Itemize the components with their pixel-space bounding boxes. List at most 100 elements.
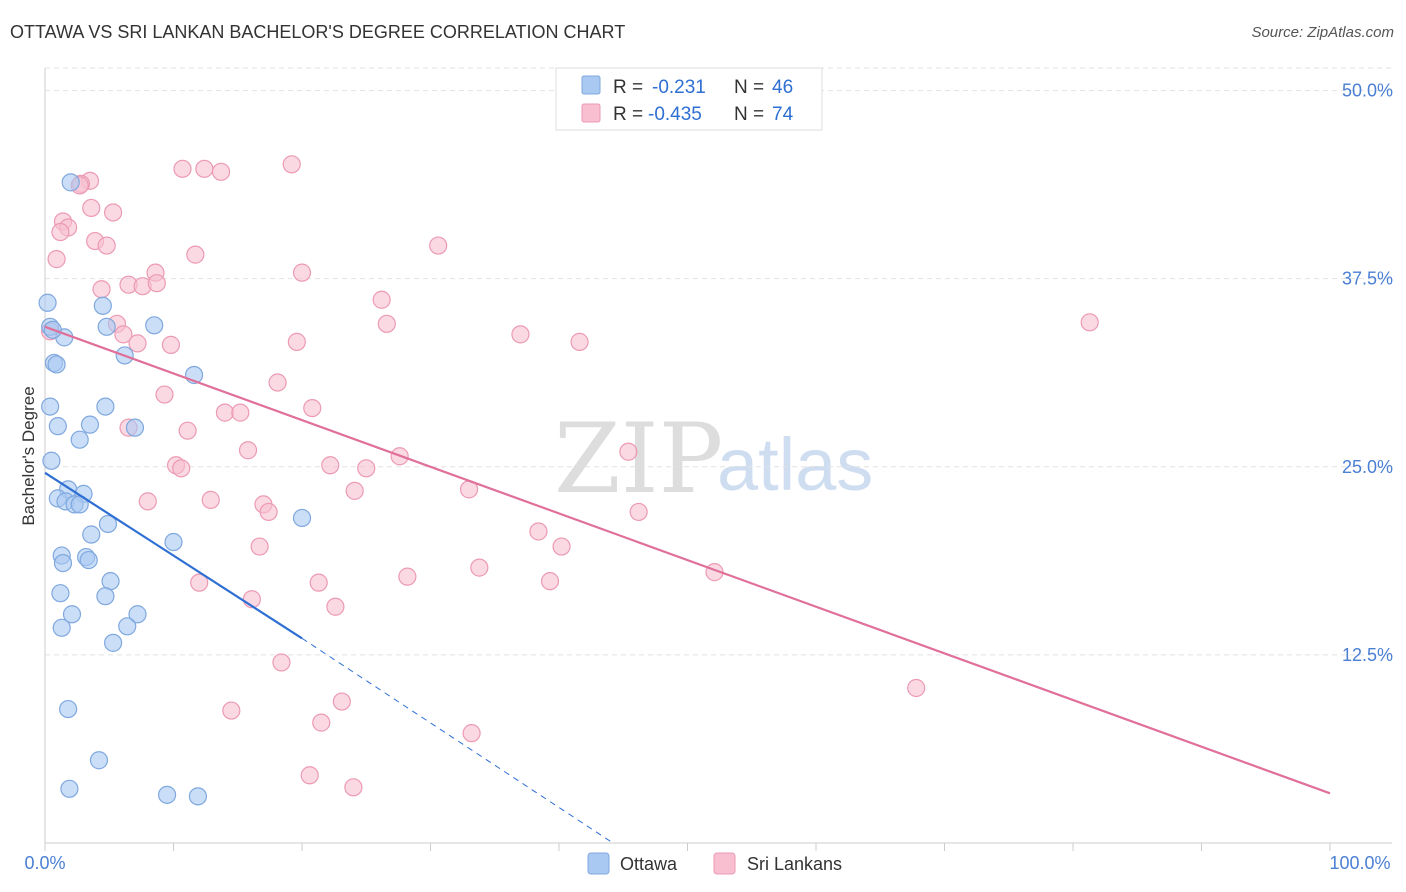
x-tick-label-1: 100.0% bbox=[1329, 853, 1390, 873]
srilankan-point-66 bbox=[907, 678, 926, 698]
srilankan-point-40 bbox=[238, 441, 258, 460]
srilankan-point-53 bbox=[629, 502, 648, 522]
ottawa-point-13 bbox=[80, 415, 100, 434]
srilankan-point-68 bbox=[222, 701, 241, 720]
srilankan-point-42 bbox=[619, 442, 638, 461]
srilankan-trend-line bbox=[44, 325, 1331, 795]
srilankan-point-15 bbox=[47, 250, 66, 269]
ottawa-point-42 bbox=[157, 785, 177, 804]
ottawa-trend-extension bbox=[301, 637, 614, 844]
srilankan-point-10 bbox=[51, 222, 70, 242]
ottawa-point-36 bbox=[118, 617, 137, 636]
y-tick-label-0: 12.5% bbox=[1342, 645, 1393, 665]
watermark: ZIP atlas bbox=[554, 403, 873, 515]
srilankan-point-24 bbox=[377, 314, 396, 333]
ottawa-point-15 bbox=[70, 430, 89, 449]
series-legend: Ottawa Sri Lankans bbox=[587, 852, 842, 875]
srilankan-point-30 bbox=[570, 332, 589, 351]
legend-ottawa-swatch bbox=[587, 852, 610, 875]
ottawa-point-35 bbox=[128, 605, 147, 624]
ottawa-point-0 bbox=[61, 173, 80, 192]
ottawa-point-24 bbox=[98, 514, 118, 534]
ottawa-point-1 bbox=[38, 293, 57, 312]
srilankan-point-39 bbox=[178, 421, 197, 440]
stats-ottawa-r-value: -0.231 bbox=[652, 77, 706, 98]
srilankan-point-57 bbox=[470, 558, 489, 577]
srilankan-point-35 bbox=[303, 398, 322, 418]
srilankan-point-61 bbox=[309, 573, 328, 592]
ottawa-point-32 bbox=[51, 584, 70, 603]
stats-ottawa-n-value: 46 bbox=[772, 77, 793, 98]
srilankan-point-20 bbox=[147, 274, 166, 293]
x-tick-label-0: 0.0% bbox=[24, 853, 65, 873]
stats-legend-box: R = -0.231 N = 46 R = -0.435 N = 74 bbox=[555, 67, 823, 131]
stats-srilankan-r-label: R = bbox=[613, 104, 643, 125]
srilankan-point-70 bbox=[462, 724, 481, 743]
stats-ottawa-swatch bbox=[581, 75, 601, 95]
srilankan-point-29 bbox=[287, 332, 306, 351]
legend-srilankan-label: Sri Lankans bbox=[747, 854, 842, 874]
ottawa-point-29 bbox=[79, 550, 98, 570]
srilankan-point-5 bbox=[282, 155, 301, 174]
chart-title: OTTAWA VS SRI LANKAN BACHELOR'S DEGREE C… bbox=[10, 22, 626, 42]
stats-srilankan-swatch bbox=[581, 103, 601, 123]
ottawa-point-25 bbox=[82, 525, 101, 544]
ottawa-point-38 bbox=[104, 633, 123, 652]
srilankan-point-2 bbox=[173, 159, 192, 178]
srilankan-point-64 bbox=[326, 597, 345, 616]
ottawa-point-41 bbox=[60, 779, 79, 798]
ottawa-point-10 bbox=[41, 397, 60, 416]
srilankan-point-59 bbox=[398, 567, 417, 586]
srilankan-point-47 bbox=[345, 481, 364, 500]
srilankan-point-31 bbox=[1080, 313, 1099, 332]
srilankan-point-50 bbox=[201, 490, 220, 509]
srilankan-point-27 bbox=[128, 334, 147, 353]
ottawa-point-14 bbox=[125, 418, 145, 437]
srilankan-point-67 bbox=[332, 692, 351, 711]
srilankan-point-13 bbox=[186, 245, 205, 264]
srilankan-point-21 bbox=[92, 280, 111, 299]
srilankan-point-52 bbox=[259, 502, 278, 522]
y-tick-label-2: 37.5% bbox=[1342, 269, 1393, 289]
srilankan-point-33 bbox=[268, 373, 287, 392]
ottawa-point-16 bbox=[42, 451, 61, 470]
srilankan-point-6 bbox=[82, 198, 101, 218]
ottawa-point-39 bbox=[59, 699, 78, 719]
srilankan-point-36 bbox=[215, 403, 234, 422]
ottawa-point-11 bbox=[96, 397, 115, 416]
ottawa-point-30 bbox=[53, 553, 73, 573]
ottawa-point-12 bbox=[48, 417, 67, 436]
ottawa-point-23 bbox=[292, 508, 312, 528]
trend-lines bbox=[44, 325, 1331, 844]
ottawa-point-33 bbox=[96, 587, 115, 606]
srilankan-point-55 bbox=[552, 537, 571, 556]
srilankan-point-34 bbox=[155, 385, 174, 404]
ottawa-point-2 bbox=[93, 296, 112, 315]
srilankan-point-12 bbox=[97, 236, 116, 255]
srilankan-point-28 bbox=[161, 335, 181, 354]
stats-srilankan-n-label: N = bbox=[734, 104, 764, 125]
srilankan-point-7 bbox=[104, 203, 123, 222]
srilankan-point-37 bbox=[231, 403, 250, 422]
srilankan-point-56 bbox=[250, 537, 269, 556]
legend-ottawa-label: Ottawa bbox=[620, 854, 678, 874]
srilankan-point-26 bbox=[511, 325, 530, 344]
y-axis-title: Bachelor's Degree bbox=[19, 386, 38, 525]
ottawa-point-37 bbox=[52, 618, 71, 637]
srilankan-point-17 bbox=[292, 263, 312, 282]
srilankan-point-60 bbox=[190, 573, 209, 592]
watermark-zip: ZIP bbox=[554, 403, 723, 515]
stats-srilankan-n-value: 74 bbox=[772, 104, 794, 125]
srilankan-point-49 bbox=[138, 492, 157, 511]
ottawa-points bbox=[38, 173, 312, 806]
legend-srilankan-swatch bbox=[713, 852, 736, 875]
ottawa-point-43 bbox=[188, 787, 208, 806]
srilankan-point-14 bbox=[429, 236, 448, 255]
srilankan-point-54 bbox=[529, 522, 548, 541]
srilankan-point-3 bbox=[195, 159, 214, 178]
ticks: 0.0% 100.0% 12.5% 25.0% 37.5% 50.0% bbox=[24, 81, 1393, 873]
srilankan-point-65 bbox=[272, 653, 291, 672]
srilankan-point-25 bbox=[114, 325, 133, 344]
srilankan-point-69 bbox=[312, 713, 331, 732]
